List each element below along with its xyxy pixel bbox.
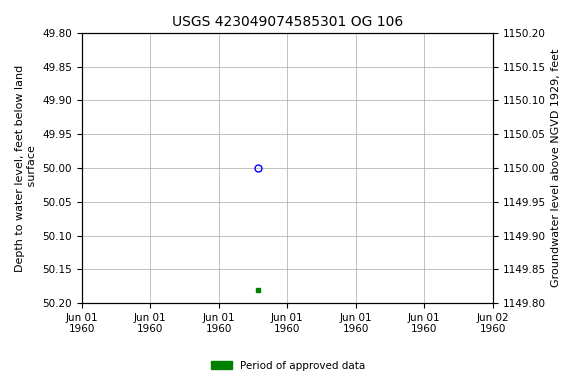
Y-axis label: Groundwater level above NGVD 1929, feet: Groundwater level above NGVD 1929, feet — [551, 49, 561, 287]
Legend: Period of approved data: Period of approved data — [207, 357, 369, 375]
Title: USGS 423049074585301 OG 106: USGS 423049074585301 OG 106 — [172, 15, 403, 29]
Y-axis label: Depth to water level, feet below land
 surface: Depth to water level, feet below land su… — [15, 65, 37, 271]
